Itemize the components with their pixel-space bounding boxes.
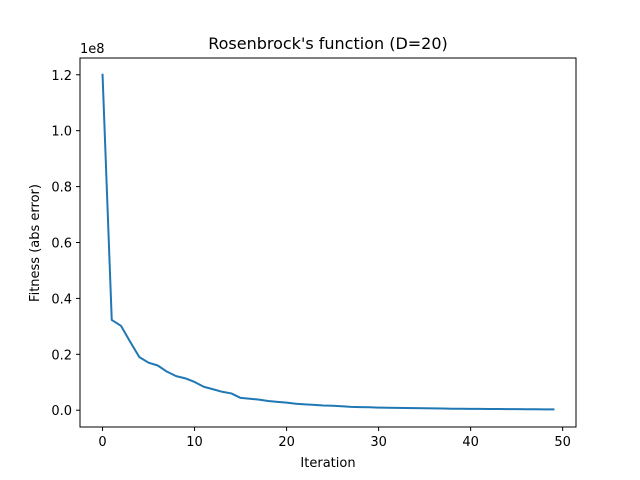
x-axis-label: Iteration	[300, 456, 355, 471]
y-tick-label: 0.0	[51, 404, 72, 419]
y-tick-label: 0.6	[51, 237, 72, 252]
x-tick-label: 50	[554, 435, 571, 450]
y-tick-label: 1.2	[51, 69, 72, 84]
plot-frame	[80, 58, 576, 427]
y-tick-label: 0.2	[51, 348, 72, 363]
y-tick-label: 1.0	[51, 125, 72, 140]
y-axis: 0.0 0.2 0.4 0.6 0.8 1.0 1.2	[51, 69, 80, 419]
chart-title: Rosenbrock's function (D=20)	[208, 34, 448, 53]
x-axis: 0 10 20 30 40 50	[98, 427, 571, 450]
x-tick-label: 30	[370, 435, 387, 450]
series-line-0	[103, 75, 554, 410]
y-tick-label: 0.4	[51, 292, 72, 307]
y-axis-label: Fitness (abs error)	[28, 184, 43, 302]
x-tick-label: 0	[98, 435, 106, 450]
y-offset-label: 1e8	[80, 42, 105, 57]
x-tick-label: 20	[278, 435, 295, 450]
plot-area	[80, 58, 576, 427]
x-tick-label: 40	[462, 435, 479, 450]
x-tick-label: 10	[186, 435, 203, 450]
y-tick-label: 0.8	[51, 181, 72, 196]
